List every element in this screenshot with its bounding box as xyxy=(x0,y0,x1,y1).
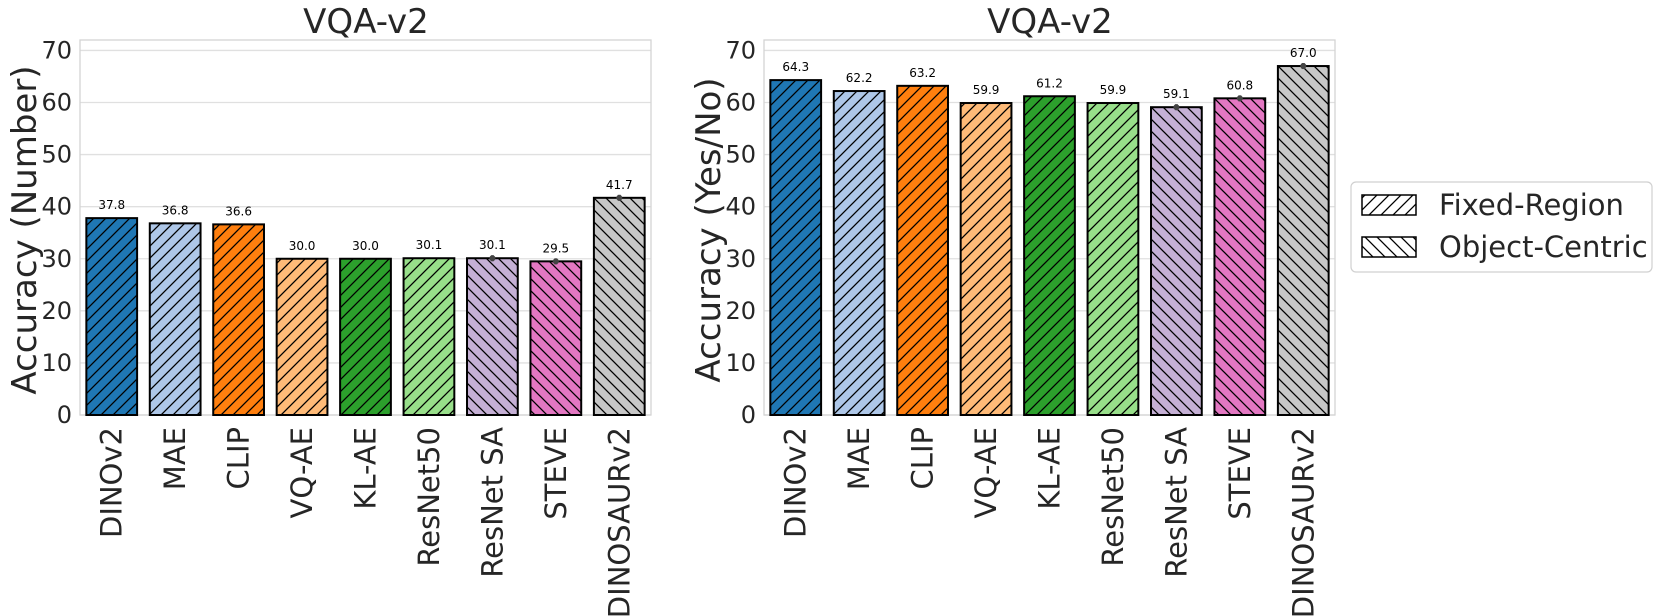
chart-left-x-tick-label-resnet50: ResNet50 xyxy=(412,427,446,567)
chart-left-error-dot-resnet-sa xyxy=(489,255,496,262)
chart-right-bar-hatch-clip xyxy=(896,84,949,416)
chart-right-bar-hatch-mae xyxy=(832,90,886,417)
chart-left-value-label-clip: 36.6 xyxy=(225,204,252,218)
chart-right-x-tick-label-resnet-sa: ResNet SA xyxy=(1159,427,1193,578)
legend-swatch-object-centric xyxy=(1361,236,1417,258)
legend-swatch-fixed-region xyxy=(1361,194,1417,216)
chart-right-y-tick-label: 10 xyxy=(725,349,756,377)
chart-left-y-tick-label: 70 xyxy=(41,36,72,64)
chart-left-y-tick-label: 40 xyxy=(41,193,72,221)
chart-left-y-tick-label: 50 xyxy=(41,141,72,169)
chart-right-title: VQA-v2 xyxy=(987,2,1113,42)
chart-right-y-axis-label: Accuracy (Yes/No) xyxy=(689,77,729,382)
chart-right-value-label-steve: 60.8 xyxy=(1226,78,1253,92)
chart-right-error-dot-dinosaurv2 xyxy=(1300,63,1307,70)
chart-left-x-tick-label-kl-ae: KL-AE xyxy=(349,427,383,510)
chart-left-value-label-kl-ae: 30.0 xyxy=(352,239,379,253)
chart-left-bar-hatch-steve xyxy=(529,260,583,416)
chart-right-bar-hatch-resnet-sa xyxy=(1150,106,1203,416)
chart-right-bar-hatch-dinosaurv2 xyxy=(1276,65,1330,417)
chart-left-bar-hatch-dinosaurv2 xyxy=(592,196,646,416)
chart-left-bar-hatch-mae xyxy=(148,222,202,416)
legend-label-fixed-region: Fixed-Region xyxy=(1439,188,1624,222)
chart-left-bar-hatch-resnet-sa xyxy=(466,257,519,416)
chart-left-value-label-vq-ae: 30.0 xyxy=(289,239,316,253)
chart-right-x-tick-label-kl-ae: KL-AE xyxy=(1033,427,1067,510)
chart-left-value-label-dinosaurv2: 41.7 xyxy=(606,178,633,192)
chart-right-error-dot-steve xyxy=(1236,95,1243,102)
chart-right-x-tick-label-dinosaurv2: DINOSAURv2 xyxy=(1286,427,1320,616)
chart-left-x-tick-label-vq-ae: VQ-AE xyxy=(285,427,319,518)
chart-right-x-tick-label-clip: CLIP xyxy=(906,427,940,489)
chart-left-x-tick-label-dinosaurv2: DINOSAURv2 xyxy=(602,427,636,616)
chart-right-bar-hatch-steve xyxy=(1213,97,1267,416)
chart-left-x-tick-label-dinov2: DINOv2 xyxy=(95,427,129,538)
chart-right-y-tick-label: 30 xyxy=(725,245,756,273)
chart-right: VQA-v2 Accuracy (Yes/No) 0 10 20 30 40 50 60 70… xyxy=(689,2,1336,616)
chart-right-bar-hatch-kl-ae xyxy=(1023,95,1076,416)
chart-left-value-label-resnet50: 30.1 xyxy=(416,238,443,252)
chart-left-bar-hatch-dinov2 xyxy=(85,217,139,416)
chart-left-y-tick-label: 20 xyxy=(41,297,72,325)
chart-right-value-label-dinov2: 64.3 xyxy=(782,60,809,74)
chart-right-x-tick-label-mae: MAE xyxy=(842,427,876,490)
chart-right-x-tick-label-steve: STEVE xyxy=(1223,427,1257,520)
chart-right-bar-hatch-resnet50 xyxy=(1086,102,1140,416)
chart-right-value-label-resnet50: 59.9 xyxy=(1100,83,1127,97)
chart-right-y-tick-label: 50 xyxy=(725,141,756,169)
chart-right-value-label-mae: 62.2 xyxy=(846,71,873,85)
chart-left-x-tick-label-steve: STEVE xyxy=(539,427,573,520)
chart-right-value-label-clip: 63.2 xyxy=(909,66,936,80)
chart-right-y-tick-label: 20 xyxy=(725,297,756,325)
chart-left-bar-hatch-clip xyxy=(212,223,265,416)
chart-left-y-tick-label: 0 xyxy=(57,401,72,429)
chart-right-x-tick-label-dinov2: DINOv2 xyxy=(779,427,813,538)
chart-right-error-dot-resnet-sa xyxy=(1173,104,1180,111)
chart-right-y-tick-label: 60 xyxy=(725,89,756,117)
chart-left-value-label-steve: 29.5 xyxy=(542,241,569,255)
chart-left-value-label-mae: 36.8 xyxy=(162,203,189,217)
chart-right-value-label-vq-ae: 59.9 xyxy=(973,83,1000,97)
chart-left-bar-hatch-kl-ae xyxy=(339,257,392,416)
chart-right-y-tick-label: 0 xyxy=(741,401,756,429)
chart-left: VQA-v2 Accuracy (Number) 0 10 20 30 40 50 60 70… xyxy=(5,2,652,616)
chart-right-value-label-dinosaurv2: 67.0 xyxy=(1290,46,1317,60)
legend-label-object-centric: Object-Centric xyxy=(1439,230,1648,264)
chart-left-x-tick-label-resnet-sa: ResNet SA xyxy=(475,427,509,578)
legend: Fixed-Region Object-Centric xyxy=(1350,181,1653,273)
chart-left-value-label-resnet-sa: 30.1 xyxy=(479,238,506,252)
chart-left-y-tick-label: 60 xyxy=(41,89,72,117)
chart-left-bar-hatch-vq-ae xyxy=(275,257,329,416)
chart-right-y-tick-label: 40 xyxy=(725,193,756,221)
chart-right-value-label-kl-ae: 61.2 xyxy=(1036,76,1063,90)
chart-left-error-dot-dinosaurv2 xyxy=(616,194,623,201)
chart-left-y-tick-label: 30 xyxy=(41,245,72,273)
legend-frame xyxy=(1350,181,1653,273)
chart-left-title: VQA-v2 xyxy=(303,2,429,42)
chart-left-y-axis-label: Accuracy (Number) xyxy=(5,65,45,394)
chart-left-y-tick-label: 10 xyxy=(41,349,72,377)
chart-right-x-tick-label-vq-ae: VQ-AE xyxy=(969,427,1003,518)
chart-left-x-tick-label-clip: CLIP xyxy=(222,427,256,489)
chart-left-bar-hatch-resnet50 xyxy=(402,257,456,416)
chart-right-bar-hatch-dinov2 xyxy=(769,79,823,417)
chart-right-y-tick-label: 70 xyxy=(725,36,756,64)
chart-right-bar-hatch-vq-ae xyxy=(959,102,1013,416)
chart-left-error-dot-steve xyxy=(552,258,559,265)
chart-right-value-label-resnet-sa: 59.1 xyxy=(1163,87,1190,101)
chart-left-value-label-dinov2: 37.8 xyxy=(98,198,125,212)
chart-right-x-tick-label-resnet50: ResNet50 xyxy=(1096,427,1130,567)
chart-left-x-tick-label-mae: MAE xyxy=(158,427,192,490)
